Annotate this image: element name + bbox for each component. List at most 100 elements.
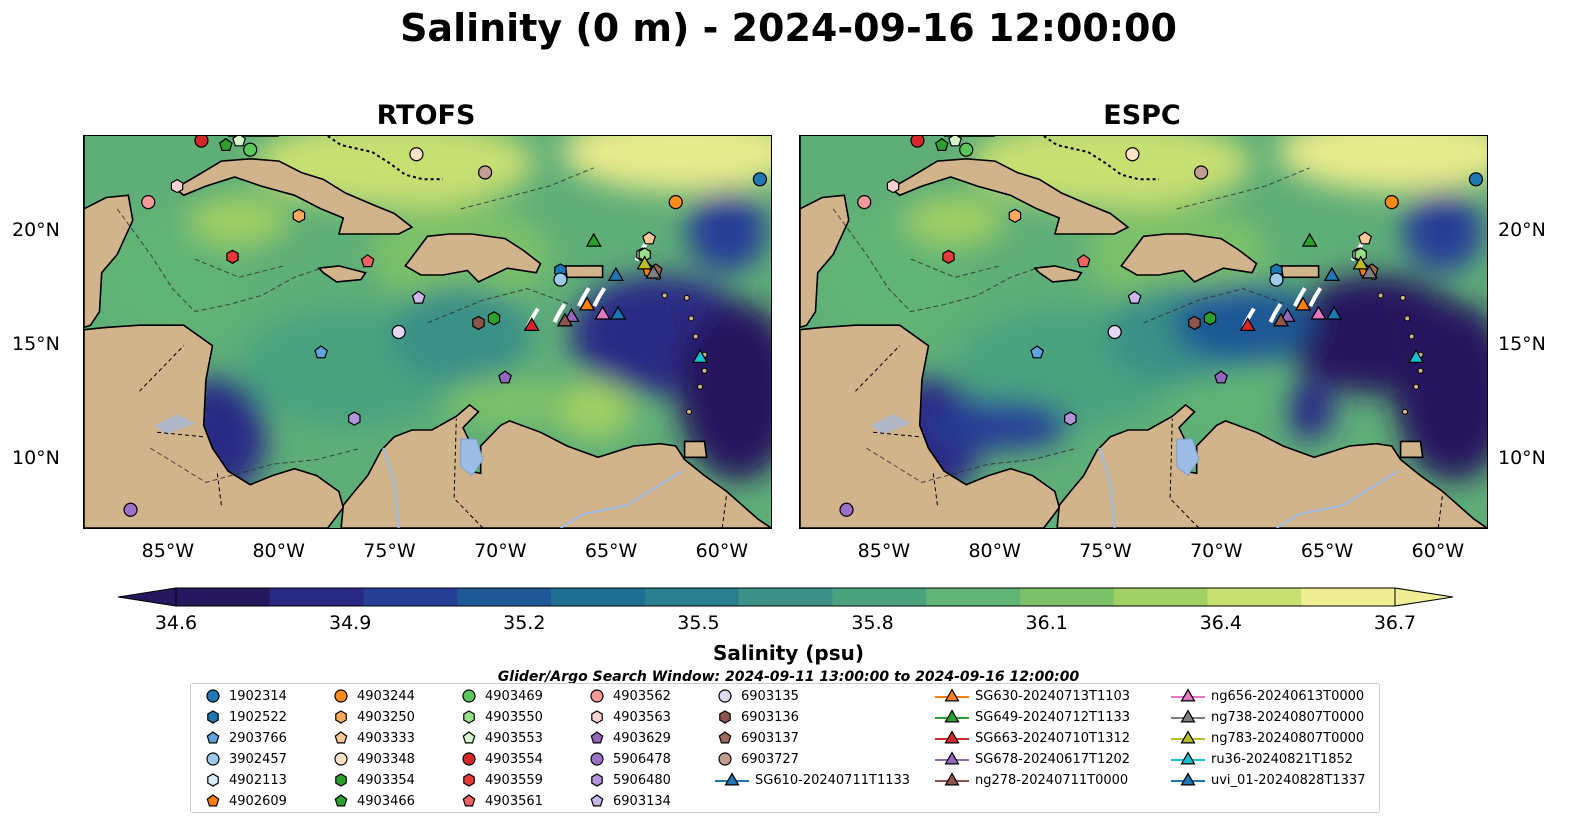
legend-entry: 4903466 — [331, 791, 415, 811]
map-rtofs — [83, 135, 772, 529]
legend-label: 4903562 — [613, 688, 671, 704]
lat-tick-label-left: 15°N — [12, 332, 60, 355]
marker-ng278-20240711T0000 — [556, 312, 573, 327]
marker-6903727 — [1194, 165, 1209, 180]
legend-label: 4903559 — [485, 772, 543, 788]
island-lesser-antilles — [701, 367, 708, 374]
legend-label: 4903553 — [485, 730, 543, 746]
legend-label: 4903563 — [613, 709, 671, 725]
legend-symbol — [944, 772, 960, 786]
legend-entry: 4903250 — [331, 707, 415, 727]
marker-4903466 — [218, 137, 233, 151]
panel-title-right: ESPC — [1103, 100, 1181, 131]
colorbar-max-extend — [1394, 587, 1454, 607]
marker-ru36-20240821T1852 — [1407, 349, 1425, 363]
legend-label: 4903333 — [357, 730, 415, 746]
island-lesser-antilles — [1399, 294, 1406, 301]
marker-4903629 — [498, 370, 512, 384]
legend-marker-pentagon-icon — [334, 794, 348, 807]
legend-label: 4902609 — [229, 793, 287, 809]
legend-label: 4902113 — [229, 772, 287, 788]
legend-entry: 4903550 — [459, 707, 543, 727]
legend-label: SG630-20240713T1103 — [975, 688, 1131, 704]
bathymetry-contour — [866, 447, 1078, 483]
land-hispaniola — [1120, 233, 1258, 283]
colorbar-title: Salinity (psu) — [712, 641, 864, 665]
legend-label: 4903250 — [357, 709, 415, 725]
marker-4903348 — [409, 147, 424, 162]
legend-symbol — [335, 773, 347, 787]
legend-entry: 6903137 — [715, 728, 799, 748]
marker-3902457 — [1269, 272, 1284, 287]
legend-marker-hexagon-icon — [335, 710, 347, 724]
legend-symbol — [1180, 688, 1196, 702]
legend-marker-pentagon-icon — [462, 794, 476, 807]
bathymetry-contour — [1386, 304, 1410, 392]
legend-symbol — [1180, 772, 1196, 786]
bahamas-islands — [327, 136, 443, 181]
river-orinoco — [559, 470, 683, 528]
marker-uvi_01-20240828T1337 — [1326, 305, 1343, 320]
legend-marker-triangle-icon — [935, 730, 969, 744]
legend-symbol — [207, 710, 219, 724]
legend-symbol — [1180, 709, 1196, 723]
island-lesser-antilles — [661, 292, 668, 299]
legend-marker-hexagon-icon — [207, 773, 219, 787]
marker-4903561 — [1076, 254, 1091, 268]
marker-5906480 — [348, 411, 361, 426]
legend-marker-circle-icon — [462, 689, 476, 703]
legend-entry: ru36-20240821T1852 — [1171, 749, 1353, 769]
legend-symbol — [718, 731, 732, 744]
colorbar-tick-label: 35.8 — [851, 612, 894, 634]
country-border — [1437, 493, 1444, 528]
legend-marker-triangle-icon — [715, 772, 749, 786]
glider-track — [1293, 287, 1307, 307]
legend-marker-circle-icon — [590, 689, 604, 703]
legend-marker-pentagon-icon — [718, 731, 732, 744]
marker-2903766 — [314, 345, 329, 359]
legend-marker-pentagon-icon — [462, 731, 476, 744]
legend-symbol — [591, 773, 603, 787]
marker-SG663-20240710T1312 — [523, 317, 540, 331]
marker-6903135 — [391, 324, 406, 340]
marker-4903562 — [857, 194, 872, 210]
marker-4903554 — [910, 136, 925, 148]
glider-track — [592, 287, 607, 307]
land-trinidad — [1399, 440, 1424, 459]
legend-label: SG678-20240617T1202 — [975, 751, 1131, 767]
legend-entry: 3902457 — [203, 749, 287, 769]
legend-symbol — [335, 710, 347, 724]
salinity-field — [806, 136, 1487, 528]
marker-4903629 — [1214, 370, 1228, 384]
bathymetry-contour — [832, 208, 1044, 313]
legend-marker-pentagon-icon — [334, 731, 348, 744]
legend-label: 4903629 — [613, 730, 671, 746]
marker-SG649-20240712T1133 — [585, 232, 602, 247]
bahamas-islands — [1043, 136, 1159, 181]
marker-SG630-20240713T1103 — [1294, 296, 1312, 311]
lat-tick-label-left: 20°N — [12, 218, 60, 241]
legend-entry: ng656-20240613T0000 — [1171, 686, 1364, 706]
lon-tick-label: 80°W — [252, 540, 305, 562]
legend-marker-hexagon-icon — [591, 710, 603, 724]
panel-title-left: RTOFS — [376, 100, 476, 131]
bathymetry-contour — [116, 208, 328, 313]
glider-track — [1268, 303, 1283, 323]
marker-3902457 — [553, 272, 568, 287]
marker-4903553 — [232, 136, 247, 147]
colorbar-tick-label: 35.5 — [677, 612, 720, 634]
colorbar-min-extend — [117, 587, 177, 607]
lon-tick-label: 65°W — [1300, 540, 1354, 562]
island-lesser-antilles — [1413, 383, 1420, 390]
legend-marker-pentagon-icon — [590, 731, 604, 744]
lon-tick-label: 70°W — [1190, 540, 1243, 562]
marker-4903469 — [243, 142, 258, 157]
legend-entry: 4903561 — [459, 791, 543, 811]
legend-entry: 4903348 — [331, 749, 415, 769]
lon-tick-label: 80°W — [968, 540, 1021, 562]
island-lesser-antilles — [686, 408, 693, 415]
lon-tick-label: 85°W — [141, 540, 195, 562]
map-espc — [799, 135, 1488, 529]
legend-label: 1902314 — [229, 688, 287, 704]
marker-ng783-20240807T0000 — [1352, 255, 1369, 270]
